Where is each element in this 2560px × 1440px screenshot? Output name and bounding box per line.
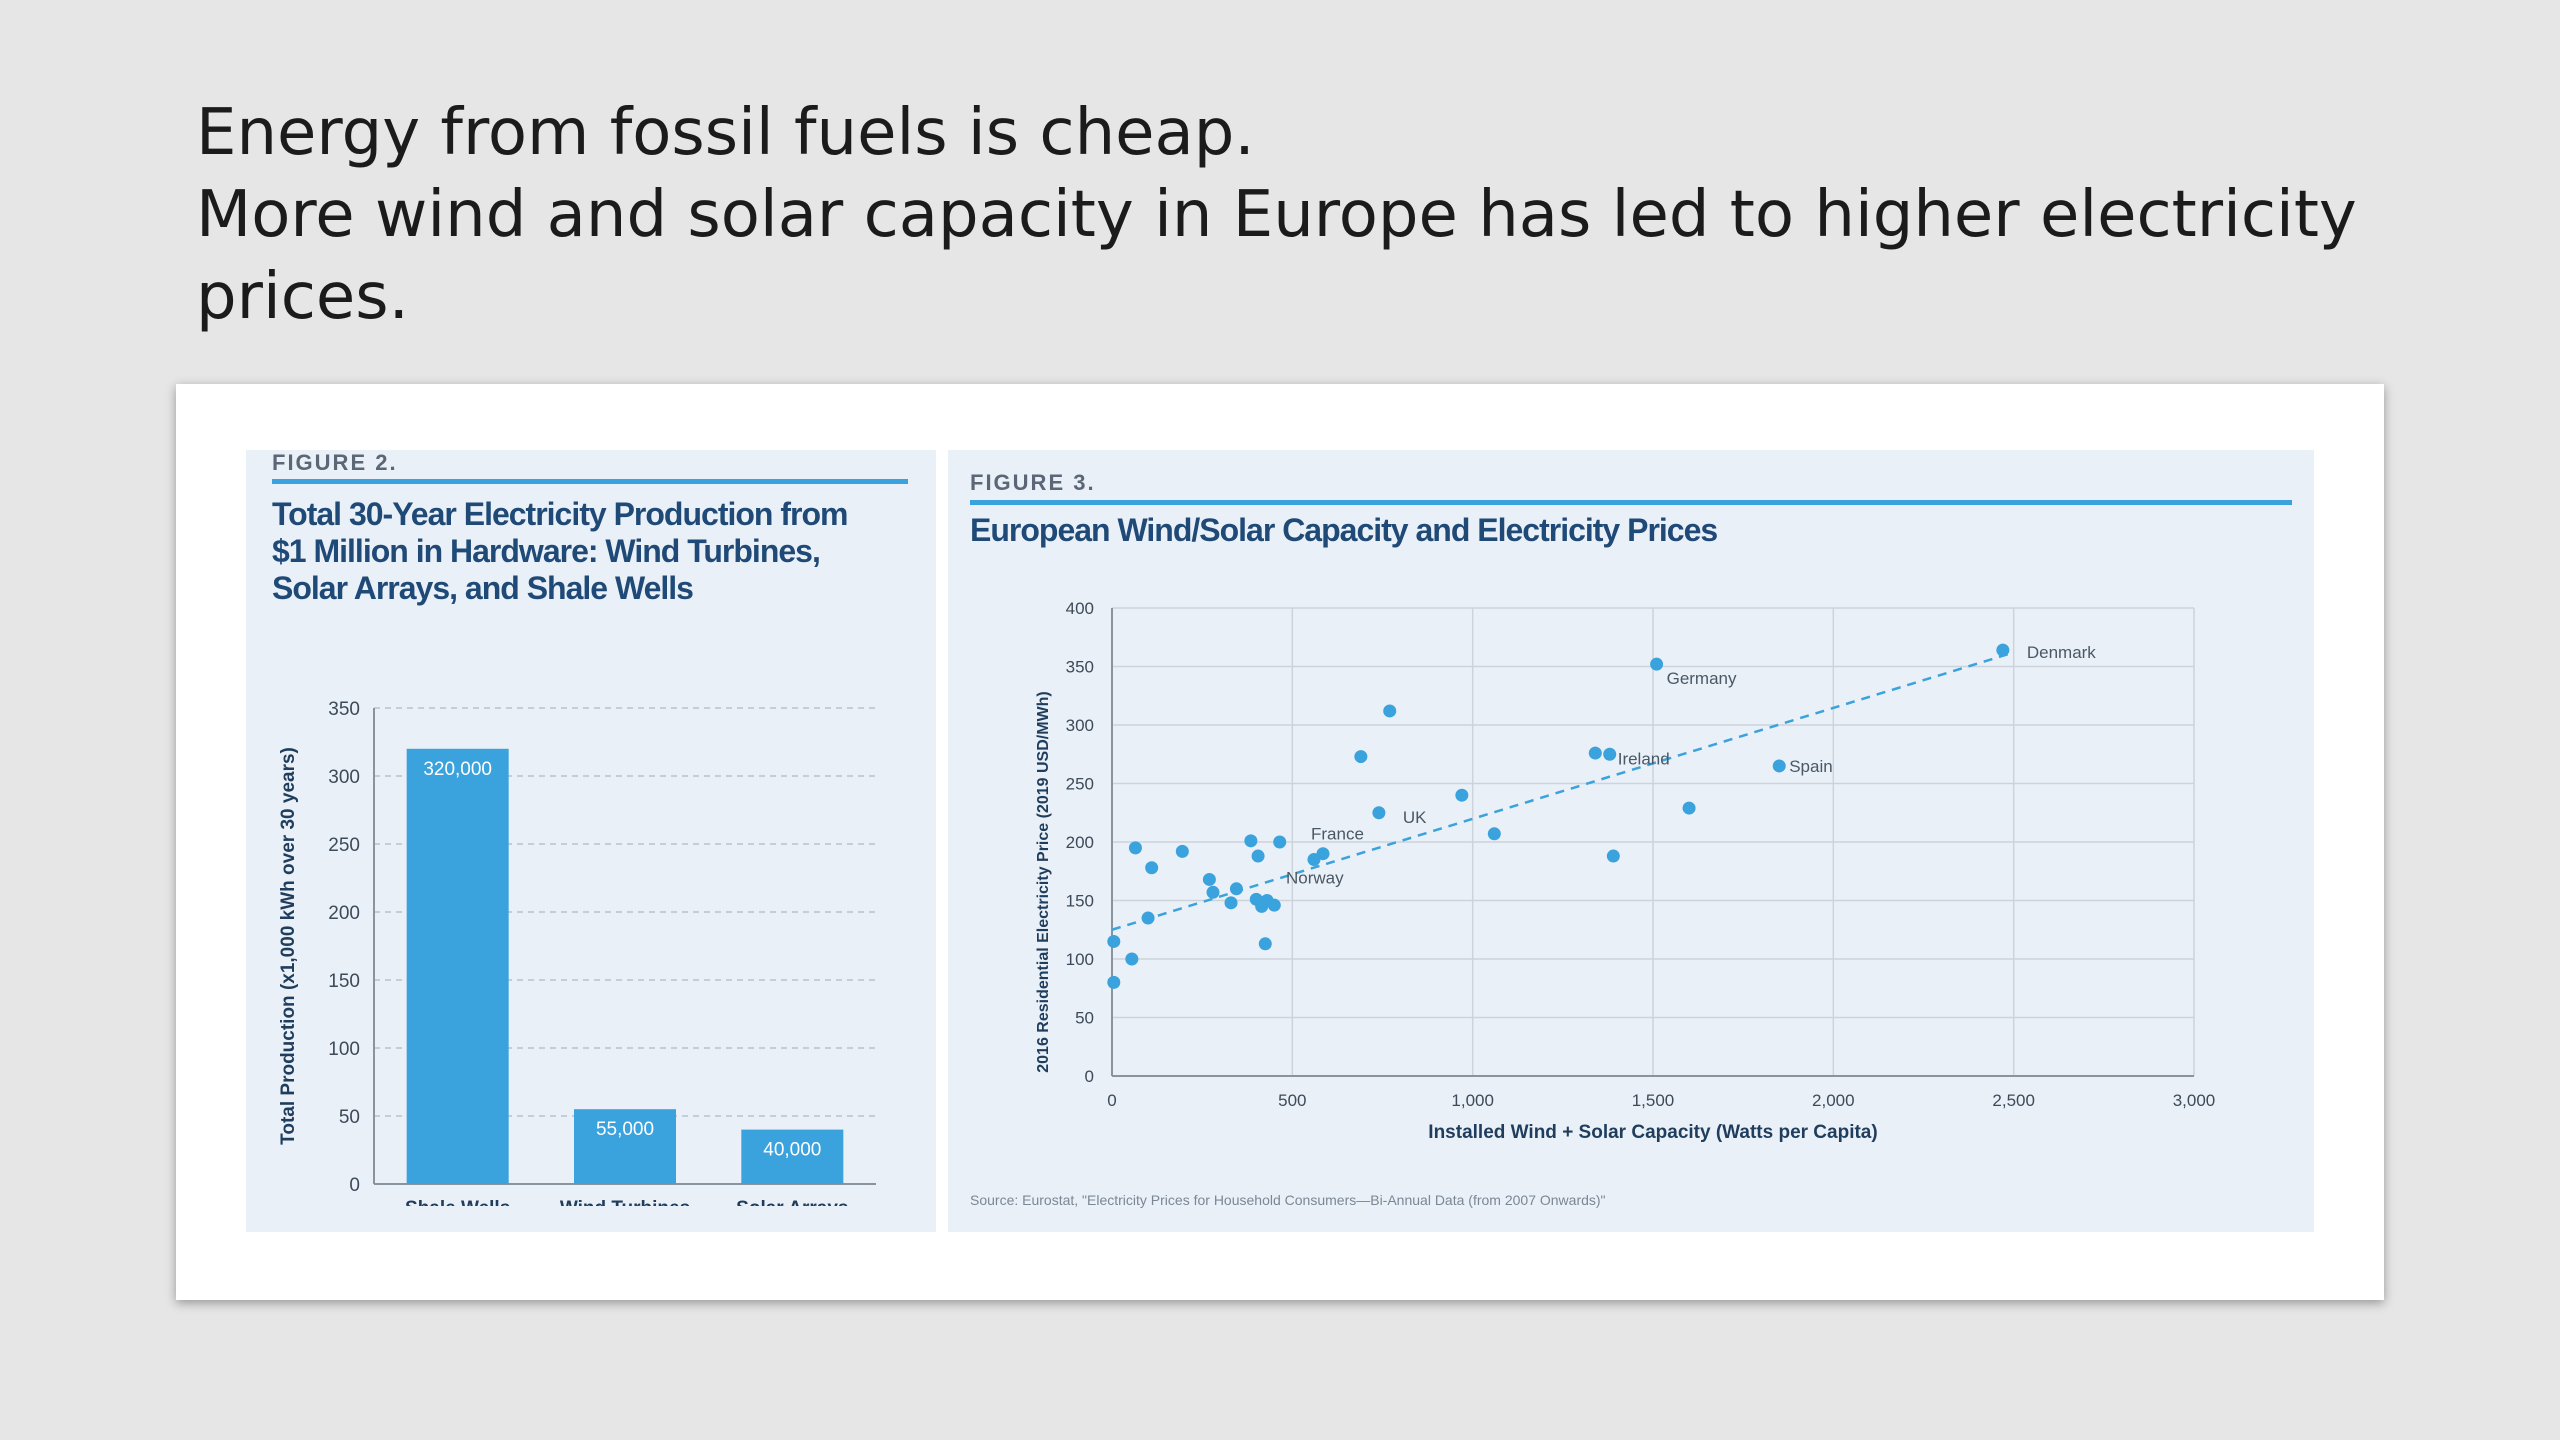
scatter-point [1175, 844, 1189, 858]
scatter-point [1202, 872, 1216, 886]
scatter-point-label: Norway [1286, 869, 1344, 888]
bar-category-label: Solar Arrays [736, 1198, 848, 1206]
bar-shale-wells [406, 748, 509, 1184]
slide-title-line: Energy from fossil fuels is cheap. [196, 96, 1255, 170]
scatter-point [1251, 849, 1265, 863]
scatter-y-tick-label: 50 [1075, 1009, 1094, 1028]
scatter-point [1603, 747, 1617, 761]
scatter-point [1996, 643, 2010, 657]
scatter-point [1107, 934, 1121, 948]
scatter-y-tick-label: 400 [1066, 599, 1094, 618]
figure3-rule [970, 500, 2292, 505]
bar-y-tick-label: 300 [328, 767, 360, 788]
scatter-point [1455, 788, 1469, 802]
bar-chart-y-axis-label: Total Production (x1,000 kWh over 30 yea… [278, 747, 299, 1145]
figure2-title-line: Solar Arrays, and Shale Wells [272, 570, 694, 606]
scatter-y-tick-label: 300 [1066, 716, 1094, 735]
scatter-point [1258, 937, 1272, 951]
bar-category-label: Wind Turbines [560, 1198, 690, 1206]
scatter-point [1383, 704, 1397, 718]
bar-data-label: 320,000 [423, 759, 492, 780]
bar-y-tick-label: 50 [339, 1107, 360, 1128]
scatter-trendline [1111, 651, 2015, 931]
scatter-point [1682, 801, 1696, 815]
scatter-chart: 0 50 100 150 200 250 300 350 400 0 500 1,000 1,500 2,… [1035, 599, 2216, 1143]
slide-title-line: More wind and solar capacity in Europe h… [196, 178, 2357, 252]
bar-y-tick-label: 350 [328, 699, 360, 720]
scatter-point [1107, 975, 1121, 989]
figure3-panel: FIGURE 3. European Wind/Solar Capacity a… [948, 450, 2314, 1232]
scatter-y-tick-label: 150 [1066, 892, 1094, 911]
figure2-title-line: Total 30-Year Electricity Production fro… [272, 496, 848, 532]
scatter-x-tick-label: 2,500 [1992, 1091, 2035, 1110]
scatter-point-label: Ireland [1618, 749, 1670, 768]
scatter-point-label: Germany [1667, 669, 1737, 688]
scatter-point [1606, 849, 1620, 863]
scatter-x-tick-label: 500 [1278, 1091, 1306, 1110]
scatter-point [1307, 853, 1321, 867]
scatter-x-tick-label: 3,000 [2173, 1091, 2216, 1110]
scatter-point [1128, 841, 1142, 855]
figure2-rule [272, 479, 908, 484]
scatter-point [1772, 759, 1786, 773]
figure2-label: FIGURE 2. [272, 450, 398, 475]
bar-category-label: Shale Wells [405, 1198, 510, 1206]
bar-y-tick-label: 150 [328, 971, 360, 992]
scatter-x-tick-label: 2,000 [1812, 1091, 1855, 1110]
scatter-point [1588, 746, 1602, 760]
bar-y-tick-label: 250 [328, 835, 360, 856]
scatter-x-tick-label: 1,000 [1451, 1091, 1494, 1110]
bar-wind-turbines [574, 1109, 676, 1184]
scatter-y-tick-label: 250 [1066, 775, 1094, 794]
scatter-y-tick-label: 350 [1066, 658, 1094, 677]
scatter-point [1145, 861, 1159, 875]
scatter-point [1224, 896, 1238, 910]
scatter-y-axis-label: 2016 Residential Electricity Price (2019… [1035, 691, 1052, 1072]
figure2-title: Total 30-Year Electricity Production fro… [272, 496, 922, 607]
figure3-label: FIGURE 3. [970, 470, 1096, 495]
scatter-point-label: Spain [1789, 757, 1832, 776]
slide-title-line: prices. [196, 260, 409, 334]
bar-data-label: 55,000 [596, 1119, 654, 1140]
scatter-y-tick-label: 100 [1066, 950, 1094, 969]
scatter-point [1372, 806, 1386, 820]
figure-card: FIGURE 2. Total 30-Year Electricity Prod… [176, 384, 2384, 1300]
bar-y-tick-label: 0 [349, 1175, 360, 1196]
bar-solar-arrays [741, 1129, 844, 1184]
scatter-y-tick-label: 0 [1085, 1067, 1094, 1086]
figure3-title: European Wind/Solar Capacity and Electri… [970, 512, 1718, 548]
bar-chart: 0 50 100 150 200 250 300 350 320,000 Shale Wells… [278, 699, 876, 1206]
scatter-point-label: France [1311, 825, 1364, 844]
scatter-point [1354, 750, 1368, 764]
figure2-title-line: $1 Million in Hardware: Wind Turbines, [272, 533, 821, 569]
scatter-point [1206, 885, 1220, 899]
scatter-point-label: Denmark [2027, 643, 2096, 662]
scatter-point [1267, 898, 1281, 912]
bar-data-label: 40,000 [763, 1140, 821, 1161]
scatter-x-tick-label: 1,500 [1632, 1091, 1675, 1110]
scatter-point [1487, 827, 1501, 841]
scatter-x-axis-label: Installed Wind + Solar Capacity (Watts p… [1428, 1122, 1877, 1143]
scatter-point [1125, 952, 1139, 966]
scatter-x-tick-label: 0 [1107, 1091, 1116, 1110]
scatter-point-label: UK [1403, 808, 1427, 827]
slide-title: Energy from fossil fuels is cheap. More … [196, 92, 2446, 338]
figure2-panel: FIGURE 2. Total 30-Year Electricity Prod… [246, 450, 936, 1232]
scatter-point [1244, 834, 1258, 848]
bar-y-tick-label: 100 [328, 1039, 360, 1060]
bar-y-tick-label: 200 [328, 903, 360, 924]
scatter-point [1141, 911, 1155, 925]
scatter-point [1229, 882, 1243, 896]
scatter-point [1273, 835, 1287, 849]
figure3-source: Source: Eurostat, "Electricity Prices fo… [970, 1192, 1606, 1208]
scatter-point [1650, 657, 1664, 671]
scatter-y-tick-label: 200 [1066, 833, 1094, 852]
